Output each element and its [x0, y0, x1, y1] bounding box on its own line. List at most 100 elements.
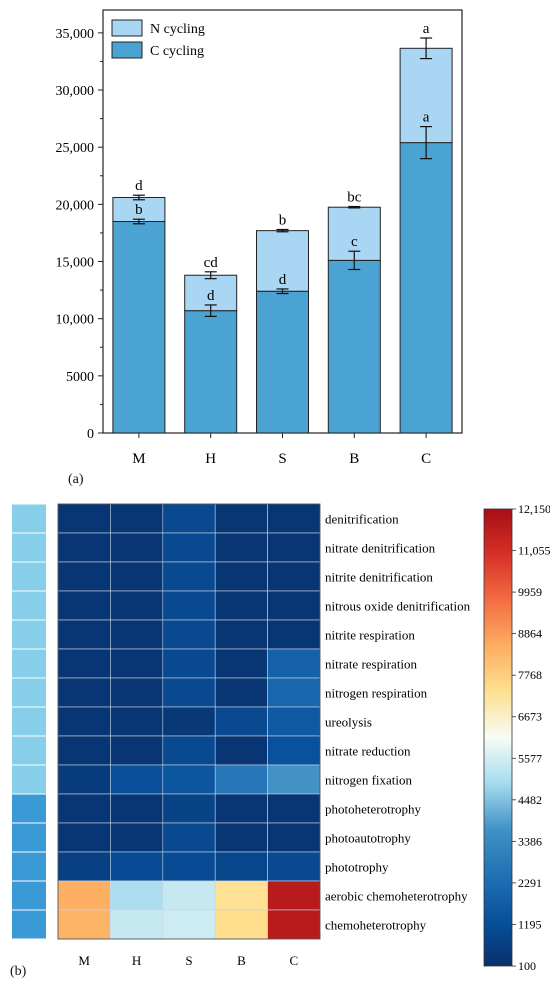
bar-c-cycling — [112, 221, 166, 434]
row-group-bar — [12, 562, 46, 591]
row-label: phototrophy — [325, 860, 389, 875]
row-label: ureolysis — [325, 715, 372, 730]
colorbar-tick-label: 9959 — [518, 585, 542, 599]
row-label: nitrite respiration — [325, 628, 415, 643]
y-tick-label: 10,000 — [56, 313, 95, 328]
heatmap-cell — [162, 822, 216, 853]
heatmap-cell — [57, 822, 111, 853]
heatmap-cell — [214, 706, 268, 737]
row-group-bar — [12, 591, 46, 620]
heatmap-cell — [110, 590, 164, 621]
row-label: photoheterotrophy — [325, 802, 422, 817]
heatmap-cell — [57, 735, 111, 766]
heatmap-cell — [267, 503, 321, 534]
heatmap-cell — [57, 561, 111, 592]
column-label: M — [78, 953, 90, 968]
heatmap-cell — [267, 822, 321, 853]
row-label: nitrite denitrification — [325, 570, 433, 585]
heatmap-cell — [110, 880, 164, 911]
heatmap-cell — [267, 706, 321, 737]
heatmap-cell — [57, 677, 111, 708]
heatmap-cell — [57, 764, 111, 795]
stacked-bar-chart: 0 5000 10,000 15,000 20,000 25,000 30,000 35,00… — [56, 9, 463, 467]
colorbar-tick-label: 100 — [518, 959, 536, 973]
row-group-bar — [12, 707, 46, 736]
row-group-bar — [12, 910, 46, 939]
row-group-bar — [12, 620, 46, 649]
heatmap-cell — [267, 851, 321, 882]
heatmap-cell — [267, 880, 321, 911]
heatmap-cell — [214, 764, 268, 795]
colorbar-tick-label: 3386 — [518, 834, 542, 848]
heatmap-cell — [110, 532, 164, 563]
heatmap-cell — [57, 793, 111, 824]
heatmap-colorbar: 12,150 11,055 9959 8864 7768 6673 5577 4482 3386… — [483, 502, 550, 973]
row-group-bar — [12, 852, 46, 881]
row-group-bar — [12, 881, 46, 910]
bar-n-cycling — [256, 230, 309, 292]
legend-swatch — [111, 41, 143, 59]
row-group-bar — [12, 765, 46, 794]
heatmap-chart: denitrification nitrate denitrification ni… — [12, 502, 550, 973]
heatmap-cell — [57, 880, 111, 911]
legend-label: C cycling — [150, 44, 204, 59]
y-tick-label: 5000 — [66, 370, 94, 385]
row-group-bar — [12, 649, 46, 678]
x-tick-label: H — [205, 451, 216, 467]
row-label: nitrous oxide denitrification — [325, 599, 471, 614]
row-group-bar — [12, 794, 46, 823]
heatmap-cell — [57, 648, 111, 679]
heatmap-cell — [214, 909, 268, 940]
heatmap-cell — [110, 793, 164, 824]
heatmap-cell — [214, 619, 268, 650]
colorbar-tick-label: 5577 — [518, 751, 542, 765]
row-label: photoautotrophy — [325, 831, 411, 846]
row-group-bar — [12, 736, 46, 765]
letter-n-cycling: d — [135, 178, 143, 194]
heatmap-cell — [162, 764, 216, 795]
row-label: aerobic chemoheterotrophy — [325, 889, 468, 904]
heatmap-cell — [110, 561, 164, 592]
heatmap-cell — [162, 648, 216, 679]
legend-label: N cycling — [150, 22, 205, 37]
heatmap-cell — [214, 822, 268, 853]
heatmap-cell — [214, 503, 268, 534]
heatmap-cell — [267, 561, 321, 592]
heatmap-cell — [162, 619, 216, 650]
y-tick-label: 30,000 — [56, 84, 95, 99]
row-label: nitrogen respiration — [325, 686, 428, 701]
letter-c-cycling: b — [135, 202, 143, 218]
heatmap-cell — [214, 851, 268, 882]
row-label: nitrate denitrification — [325, 541, 436, 556]
column-label: H — [132, 953, 141, 968]
colorbar-tick-label: 4482 — [518, 793, 542, 807]
row-group-bar — [12, 533, 46, 562]
heatmap-cell — [110, 822, 164, 853]
heatmap-cell — [110, 851, 164, 882]
row-group-bar — [12, 823, 46, 852]
heatmap-cell — [110, 677, 164, 708]
heatmap-cell — [57, 532, 111, 563]
heatmap-cell — [267, 793, 321, 824]
heatmap-cell — [267, 677, 321, 708]
column-label: S — [185, 953, 192, 968]
x-tick-label: C — [421, 451, 431, 467]
legend-swatch — [111, 19, 143, 37]
colorbar-rect — [483, 508, 513, 967]
x-tick-label: M — [132, 451, 145, 467]
heatmap-cell — [162, 706, 216, 737]
heatmap-cell — [214, 561, 268, 592]
letter-c-cycling: d — [279, 272, 287, 288]
x-tick-label: S — [278, 451, 286, 467]
heatmap-cell — [162, 561, 216, 592]
heatmap-cell — [57, 706, 111, 737]
letter-c-cycling: a — [423, 110, 430, 126]
heatmap-labels: denitrification nitrate denitrification ni… — [78, 512, 470, 969]
row-group-bar — [12, 504, 46, 533]
colorbar-tick-label: 7768 — [518, 668, 542, 682]
bar-marks — [112, 37, 453, 434]
letter-c-cycling: d — [207, 288, 215, 304]
heatmap-cell — [214, 532, 268, 563]
bar-legend: N cycling C cycling — [111, 19, 205, 59]
